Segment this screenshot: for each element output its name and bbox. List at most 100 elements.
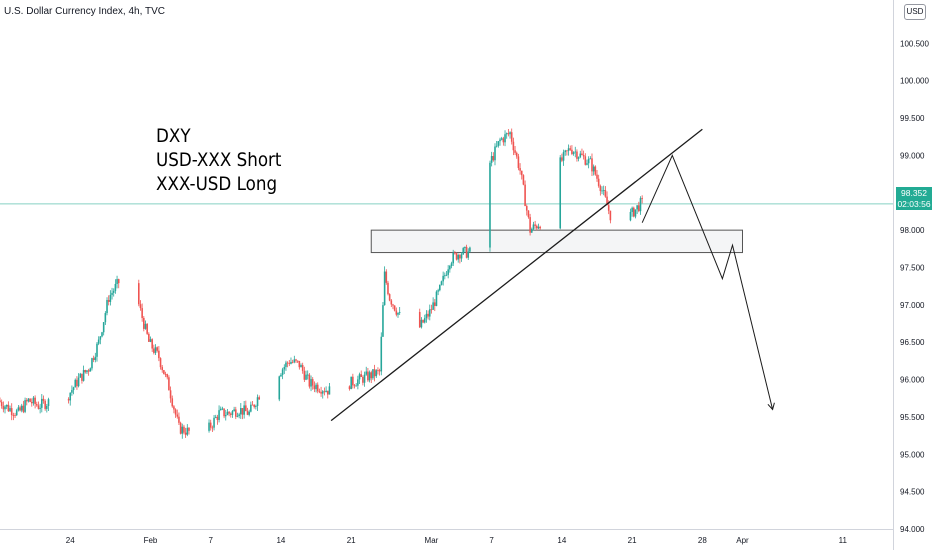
candle [301, 362, 304, 374]
candle [102, 321, 105, 336]
candle-body [208, 422, 210, 431]
candle-body [536, 225, 538, 229]
candle-body [515, 152, 518, 157]
candle [452, 249, 454, 267]
support-resistance-zone[interactable] [370, 229, 743, 254]
candle-body [370, 372, 373, 379]
candle [606, 191, 608, 206]
candle [186, 424, 189, 437]
candle-body [67, 399, 70, 401]
candle [168, 375, 170, 391]
candle-body [452, 252, 454, 264]
candle-body [581, 153, 583, 155]
candle-body [360, 374, 363, 377]
candle-body [509, 132, 511, 135]
candle [223, 408, 225, 419]
candle-body [514, 150, 516, 153]
candle [315, 382, 317, 393]
candle [286, 361, 289, 368]
candle-body [321, 391, 324, 394]
candle-body [72, 387, 75, 391]
candle [97, 336, 100, 346]
candle-body [250, 404, 252, 412]
ascending-trendline[interactable] [330, 128, 703, 422]
candle [358, 372, 361, 385]
candle-body [22, 405, 25, 412]
candle-body [219, 408, 222, 411]
candle [499, 137, 501, 146]
candle [450, 261, 453, 269]
x-axis-ticks: 24 Feb 7 14 21 Mar 7 14 21 28 Apr 11 [66, 536, 848, 545]
candle [455, 252, 458, 261]
candle-body [579, 153, 582, 158]
candle-body [141, 308, 143, 318]
candle [460, 252, 463, 262]
candle-body [464, 246, 466, 249]
candle-body [288, 363, 291, 364]
x-tick-label: 14 [557, 536, 566, 545]
candle-body [151, 339, 153, 349]
candle-body [233, 409, 235, 412]
candle [385, 269, 388, 285]
candle [39, 403, 41, 414]
candle-body [5, 404, 8, 407]
candle-body [537, 226, 540, 229]
candle [283, 364, 286, 375]
candle [151, 338, 153, 352]
candle-body [104, 313, 107, 323]
candle [107, 295, 110, 306]
candle [433, 299, 436, 312]
candle-body [236, 416, 239, 417]
candle [318, 388, 321, 394]
candle-body [632, 207, 635, 217]
candle [423, 314, 426, 324]
candle-body [283, 366, 286, 370]
candle [365, 366, 368, 376]
candle-body [311, 379, 314, 386]
candle [348, 385, 351, 391]
candle [510, 128, 513, 145]
candle-body [291, 361, 294, 363]
candle [325, 386, 327, 393]
candle [382, 302, 384, 337]
candle-body [362, 376, 364, 383]
candle-body [209, 422, 212, 428]
candle-body [532, 224, 535, 230]
candle [178, 412, 180, 425]
symbol-title[interactable]: U.S. Dollar Currency Index, 4h, TVC [4, 6, 165, 17]
candle [592, 164, 595, 176]
candle-body [71, 390, 73, 393]
candle [601, 186, 603, 195]
candle [390, 299, 393, 308]
candle-body [607, 205, 610, 211]
candle [253, 404, 255, 409]
candle-body [631, 207, 633, 212]
chart-annotation-text[interactable]: DXY USD-XXX Short XXX-USD Long [156, 124, 281, 196]
x-tick-label: 28 [698, 536, 707, 545]
candle [234, 406, 237, 420]
candle-body [425, 313, 428, 319]
candle [20, 403, 23, 413]
projection-path[interactable] [641, 154, 774, 410]
candle-body [433, 302, 436, 306]
candle [352, 373, 354, 389]
candle-body [308, 374, 311, 387]
candle [439, 284, 441, 292]
y-tick-label: 97.500 [900, 264, 925, 273]
candle-body [592, 166, 595, 172]
candle [597, 174, 600, 188]
y-tick-label: 94.500 [900, 488, 925, 497]
candle-body [609, 210, 612, 221]
candle [161, 364, 164, 373]
currency-selector[interactable]: USD [904, 4, 926, 20]
candle-body [512, 141, 515, 151]
candle [9, 405, 11, 413]
candle [636, 205, 638, 215]
candle-body [101, 332, 103, 337]
candle [326, 390, 329, 399]
candle-body [454, 252, 456, 254]
candle-body [218, 410, 220, 420]
candle [159, 357, 162, 370]
candle-body [587, 158, 590, 164]
